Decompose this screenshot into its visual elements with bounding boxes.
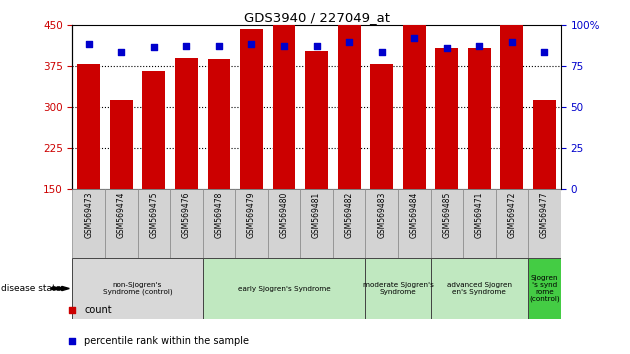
Point [507, 40, 517, 45]
Point [377, 49, 387, 55]
FancyBboxPatch shape [430, 258, 528, 319]
FancyBboxPatch shape [528, 189, 561, 258]
FancyBboxPatch shape [72, 258, 203, 319]
Text: GSM569482: GSM569482 [345, 192, 353, 238]
Point [214, 43, 224, 48]
Bar [435, 48, 458, 189]
FancyBboxPatch shape [203, 189, 235, 258]
Bar [468, 48, 491, 189]
Text: percentile rank within the sample: percentile rank within the sample [84, 336, 249, 346]
FancyBboxPatch shape [333, 189, 365, 258]
Point [181, 43, 192, 48]
Text: Sjogren
's synd
rome
(control): Sjogren 's synd rome (control) [529, 275, 559, 302]
Point [539, 49, 549, 55]
Text: GSM569476: GSM569476 [182, 192, 191, 238]
Point [84, 41, 94, 47]
Point [344, 40, 354, 45]
Text: GSM569473: GSM569473 [84, 192, 93, 238]
FancyBboxPatch shape [430, 189, 463, 258]
FancyBboxPatch shape [203, 258, 365, 319]
Text: GSM569479: GSM569479 [247, 192, 256, 238]
FancyBboxPatch shape [301, 189, 333, 258]
FancyBboxPatch shape [105, 189, 137, 258]
Point [149, 44, 159, 50]
FancyBboxPatch shape [496, 189, 528, 258]
Text: GSM569472: GSM569472 [507, 192, 517, 238]
Bar [207, 59, 231, 189]
FancyBboxPatch shape [235, 189, 268, 258]
Bar [403, 0, 426, 189]
Bar [142, 72, 165, 189]
Bar [273, 23, 295, 189]
Text: moderate Sjogren's
Syndrome: moderate Sjogren's Syndrome [362, 282, 433, 295]
Text: GSM569481: GSM569481 [312, 192, 321, 238]
FancyBboxPatch shape [268, 189, 301, 258]
Bar [305, 51, 328, 189]
Title: GDS3940 / 227049_at: GDS3940 / 227049_at [244, 11, 389, 24]
Text: GSM569480: GSM569480 [280, 192, 289, 238]
Bar [240, 29, 263, 189]
Text: count: count [84, 305, 112, 315]
FancyBboxPatch shape [528, 258, 561, 319]
Bar [500, 0, 524, 189]
FancyBboxPatch shape [463, 189, 496, 258]
Text: GSM569484: GSM569484 [410, 192, 419, 238]
Text: advanced Sjogren
en's Syndrome: advanced Sjogren en's Syndrome [447, 282, 512, 295]
Point [279, 43, 289, 48]
FancyBboxPatch shape [365, 258, 430, 319]
Text: non-Sjogren's
Syndrome (control): non-Sjogren's Syndrome (control) [103, 282, 173, 295]
Text: GSM569474: GSM569474 [117, 192, 126, 238]
Point [312, 43, 322, 48]
Bar [370, 64, 393, 189]
Text: GSM569478: GSM569478 [214, 192, 224, 238]
Bar [77, 64, 100, 189]
Text: GSM569483: GSM569483 [377, 192, 386, 238]
Text: disease state: disease state [1, 284, 62, 293]
Point [442, 45, 452, 51]
Point [246, 41, 256, 47]
Text: GSM569477: GSM569477 [540, 192, 549, 238]
Text: GSM569471: GSM569471 [475, 192, 484, 238]
Bar [338, 13, 360, 189]
FancyBboxPatch shape [398, 189, 430, 258]
FancyBboxPatch shape [365, 189, 398, 258]
Bar [110, 100, 133, 189]
Text: early Sjogren's Syndrome: early Sjogren's Syndrome [238, 286, 330, 291]
Point [410, 36, 420, 41]
Bar [533, 100, 556, 189]
Point [116, 49, 126, 55]
Bar [175, 58, 198, 189]
FancyBboxPatch shape [170, 189, 203, 258]
Point [214, 195, 224, 201]
Point [474, 43, 484, 48]
FancyBboxPatch shape [137, 189, 170, 258]
Text: GSM569485: GSM569485 [442, 192, 451, 238]
FancyBboxPatch shape [72, 189, 105, 258]
Text: GSM569475: GSM569475 [149, 192, 158, 238]
